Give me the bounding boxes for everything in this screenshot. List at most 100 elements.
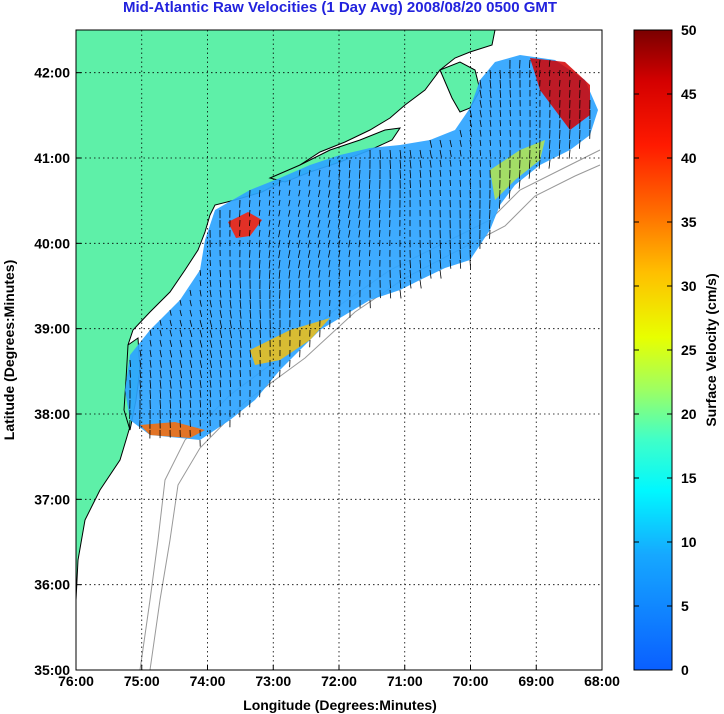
velocity-arrow [288,259,291,269]
velocity-arrow [189,389,192,399]
velocity-arrow [489,109,492,118]
velocity-arrow [297,219,301,228]
velocity-arrow [558,139,561,149]
velocity-arrow [149,339,152,347]
velocity-arrow [489,79,492,89]
velocity-arrow [189,329,193,338]
velocity-arrow [209,269,212,277]
velocity-arrow [307,219,311,228]
velocity-arrow [179,299,182,306]
x-tick-label: 68:00 [584,673,620,689]
velocity-arrow [169,339,173,347]
velocity-arrow [229,369,232,378]
velocity-arrow [369,249,371,257]
x-tick-label: 74:00 [190,673,226,689]
velocity-arrow [549,69,551,77]
velocity-arrow [328,269,331,278]
velocity-arrow [268,239,271,248]
colorbar-tick-label: 45 [681,86,697,102]
velocity-arrow [439,259,442,269]
velocity-arrow [288,289,291,299]
velocity-arrow [559,69,561,76]
velocity-vectors [128,59,591,447]
velocity-arrow [159,359,162,368]
velocity-arrow [419,259,422,269]
velocity-arrow [308,169,311,177]
velocity-high-south [140,422,205,438]
velocity-arrow [268,229,271,238]
velocity-arrow [229,359,232,368]
velocity-arrow [499,79,502,89]
velocity-arrow [378,199,381,209]
velocity-arrow [179,379,182,389]
velocity-arrow [149,379,152,389]
velocity-arrow [328,159,331,167]
velocity-arrow [179,349,183,358]
velocity-arrow [449,259,452,269]
velocity-arrow [229,279,232,288]
velocity-arrow [219,269,221,277]
velocity-arrow [399,159,402,169]
velocity-arrow [179,359,183,368]
velocity-arrow [389,289,392,299]
velocity-arrow [258,209,261,216]
velocity-arrow [219,379,222,388]
velocity-arrow [278,189,281,196]
velocity-arrow [538,59,541,68]
velocity-arrow [317,249,321,258]
velocity-arrow [239,369,241,377]
velocity-arrow [529,59,531,68]
velocity-arrow [189,359,193,368]
velocity-arrow [449,249,452,259]
velocity-arrow [298,189,301,197]
velocity-arrow [459,179,461,187]
velocity-arrow [189,309,193,317]
velocity-arrow [288,179,291,186]
velocity-arrow [189,399,192,408]
bathymetry-contour-outer [149,164,601,670]
velocity-arrow [199,329,203,338]
velocity-arrow [278,269,281,279]
velocity-arrow [268,269,271,279]
y-tick-label: 35:00 [34,662,70,678]
velocity-arrow [287,239,291,248]
velocity-arrow [288,209,291,217]
velocity-arrow [209,289,212,298]
velocity-arrow [307,249,311,258]
colorbar-tick-label: 15 [681,470,697,486]
velocity-arrow [239,359,242,368]
velocity-arrow [149,359,152,368]
velocity-arrow [358,229,361,238]
velocity-arrow [568,149,571,159]
velocity-arrow [278,219,281,227]
velocity-arrow [199,269,202,276]
velocity-arrow [199,399,202,408]
velocity-arrow [128,419,131,429]
velocity-arrow [209,399,211,407]
colorbar-tick-label: 40 [681,150,697,166]
velocity-arrow [348,269,351,277]
velocity-arrow [258,249,261,258]
velocity-arrow [268,219,271,227]
velocity-arrow [419,279,422,289]
velocity-arrow [548,59,551,67]
velocity-arrow [439,269,442,279]
velocity-arrow [278,259,281,269]
velocity-arrow [318,179,321,187]
velocity-arrow [489,139,492,146]
velocity-arrow [239,339,242,349]
velocity-arrow [317,199,321,208]
x-axis-ticks: 76:00 75:00 74:00 73:00 72:00 71:00 70:00 69:00… [58,665,620,689]
velocity-arrow [429,269,432,279]
velocity-arrow [548,149,551,159]
velocity-arrow [328,249,331,258]
colorbar-tick-label: 35 [681,214,697,230]
velocity-arrow [378,209,381,218]
velocity-arrow [308,289,311,298]
velocity-arrow [479,129,482,137]
colorbar-tick-label: 25 [681,342,697,358]
velocity-arrow [317,209,321,218]
velocity-arrow [189,299,192,307]
velocity-arrow [199,319,203,328]
velocity-arrow [518,179,521,189]
